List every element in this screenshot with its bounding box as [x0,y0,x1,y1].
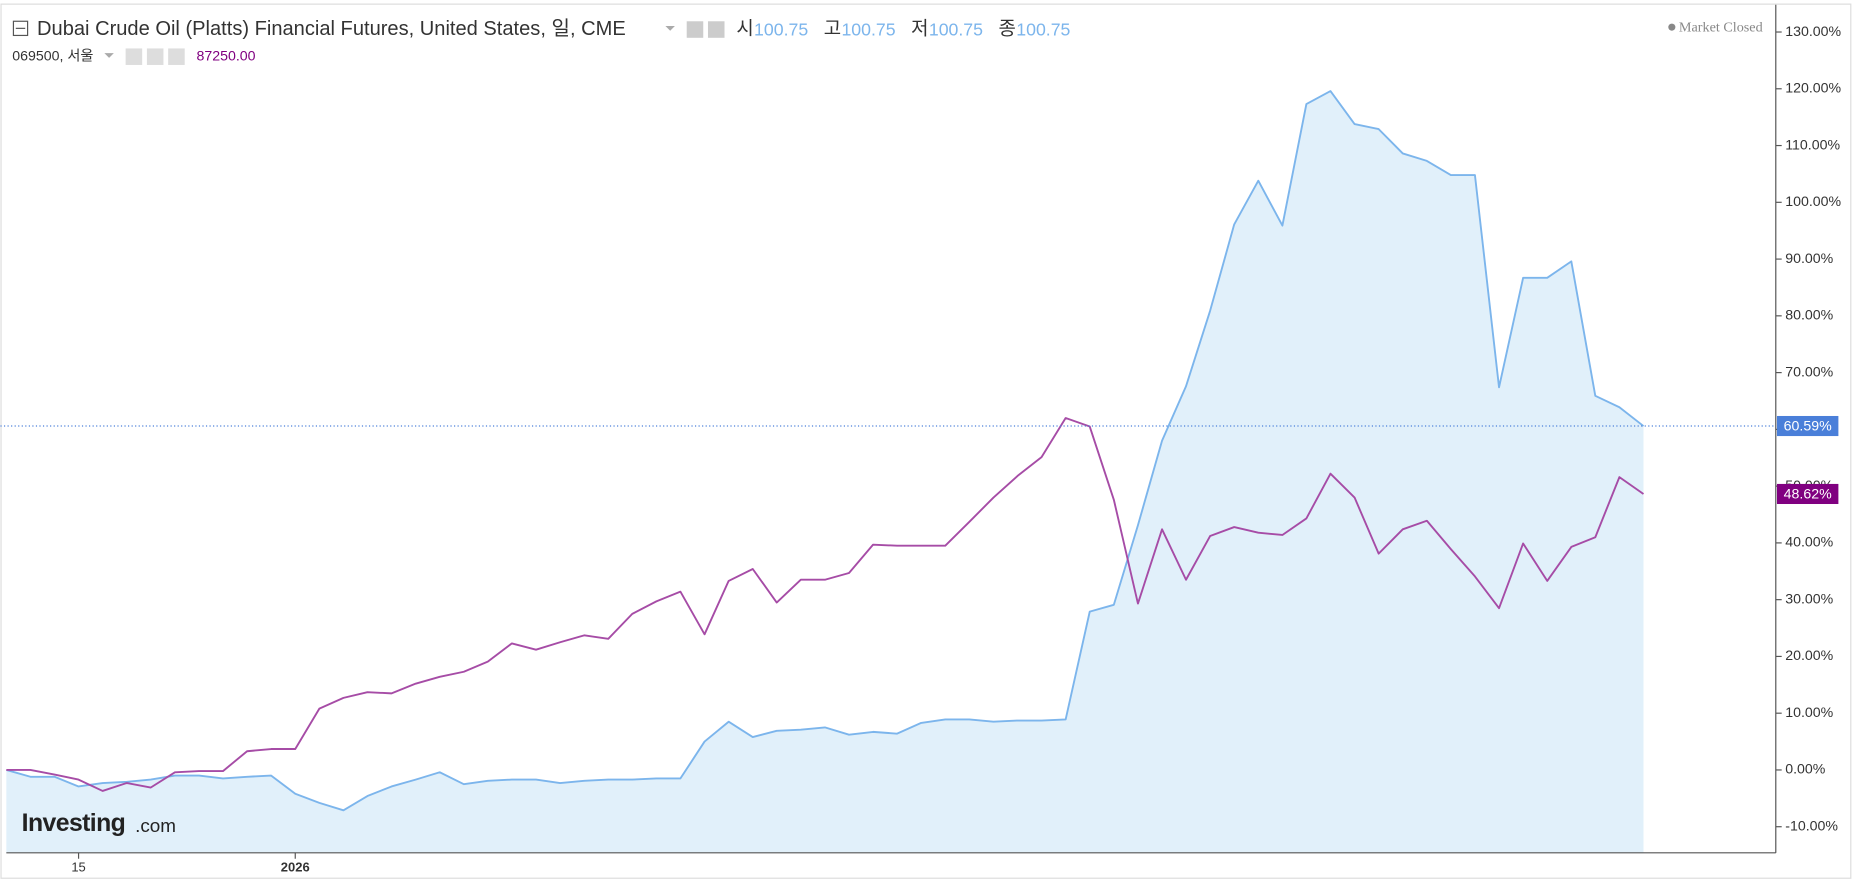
chart-title: Dubai Crude Oil (Platts) Financial Futur… [37,17,626,40]
y-tick-label: 30.00% [1785,591,1833,607]
compare-name: 069500, 서울 [12,48,93,64]
y-tick-label: 20.00% [1785,648,1833,664]
logo-name: Investing [22,810,126,837]
compare-price: 87250.00 [197,48,256,64]
price-badge [1776,415,1839,437]
y-tick-label: 110.00% [1785,137,1840,153]
settings-icon[interactable] [707,21,725,38]
settings-icon[interactable] [686,21,704,38]
ohlc-value: 100.75 [1016,19,1070,39]
ohlc-label: 시 [736,19,753,40]
y-tick-label: -10.00% [1785,818,1838,834]
ohlc-label: 고 [824,19,841,40]
market-status: Market Closed [1679,20,1763,36]
settings-icon[interactable] [125,48,143,65]
logo-suffix: .com [135,816,176,837]
ohlc-label: 종 [999,19,1016,40]
ohlc-value: 100.75 [841,19,895,39]
x-tick-label: 2026 [281,860,310,875]
plot-area [6,90,1645,853]
dropdown[interactable] [665,25,675,31]
y-tick-label: 0.00% [1785,762,1826,778]
price-badge-label: 60.59% [1784,418,1832,434]
y-tick-label: 120.00% [1785,81,1841,97]
x-tick-label: 15 [71,860,85,875]
ohlc: 시 100.75 고 100.75 저 100.75 종 100.75 [736,18,1070,40]
price-badge-label: 48.62% [1784,486,1832,502]
y-tick-label: 130.00% [1785,24,1841,40]
y-tick-label: 100.00% [1785,194,1841,210]
logo: Investing .com [22,810,176,837]
legend: Dubai Crude Oil (Platts) Financial Futur… [12,17,1763,65]
collapse-icon[interactable] [12,20,29,37]
remove-icon[interactable] [168,48,185,65]
price-badge [1776,483,1839,505]
status-dot [1668,23,1676,31]
y-tick-label: 70.00% [1785,364,1833,380]
y-tick-label: 90.00% [1785,251,1833,267]
series-area [6,91,1644,853]
y-tick-label: 40.00% [1785,535,1833,551]
ohlc-value: 100.75 [754,19,808,39]
settings-icon[interactable] [146,48,164,65]
ohlc-label: 저 [911,18,928,40]
series-line [6,417,1645,792]
ohlc-value: 100.75 [929,19,983,39]
y-tick-label: 10.00% [1785,705,1833,721]
dropdown[interactable] [104,53,114,58]
y-tick-label: 80.00% [1785,308,1833,324]
series-line [6,90,1645,812]
